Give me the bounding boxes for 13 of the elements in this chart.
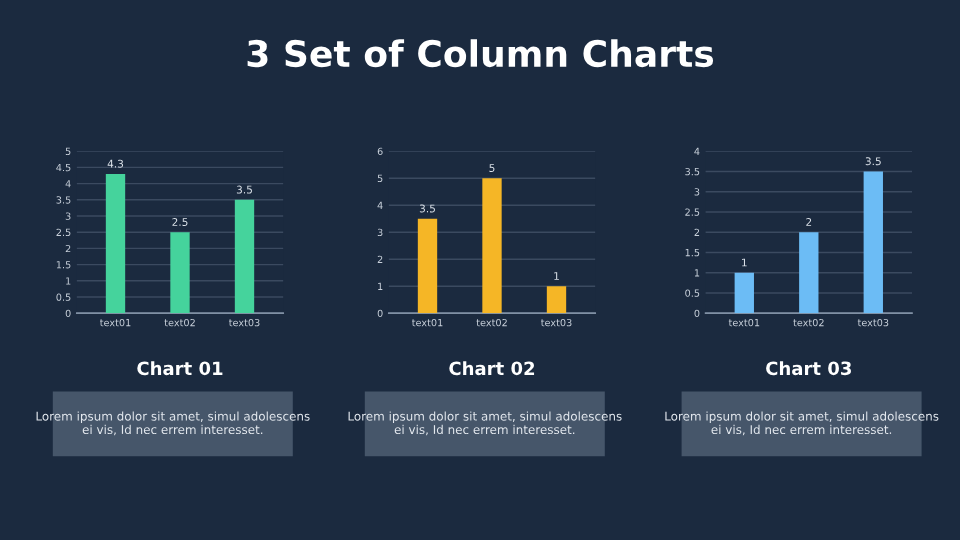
text: Chart 01: [137, 361, 223, 376]
bar: [417, 218, 438, 314]
bar: [105, 173, 126, 314]
bar: [482, 178, 502, 314]
bar: [863, 171, 883, 314]
bar: [170, 232, 190, 314]
bar: [799, 232, 819, 314]
bar: [234, 199, 255, 314]
text: 3 Set of Column Charts: [247, 39, 714, 68]
bar: [546, 286, 567, 314]
bar: [734, 272, 754, 314]
text: Chart 02: [449, 361, 535, 376]
text: Chart 03: [766, 361, 851, 376]
